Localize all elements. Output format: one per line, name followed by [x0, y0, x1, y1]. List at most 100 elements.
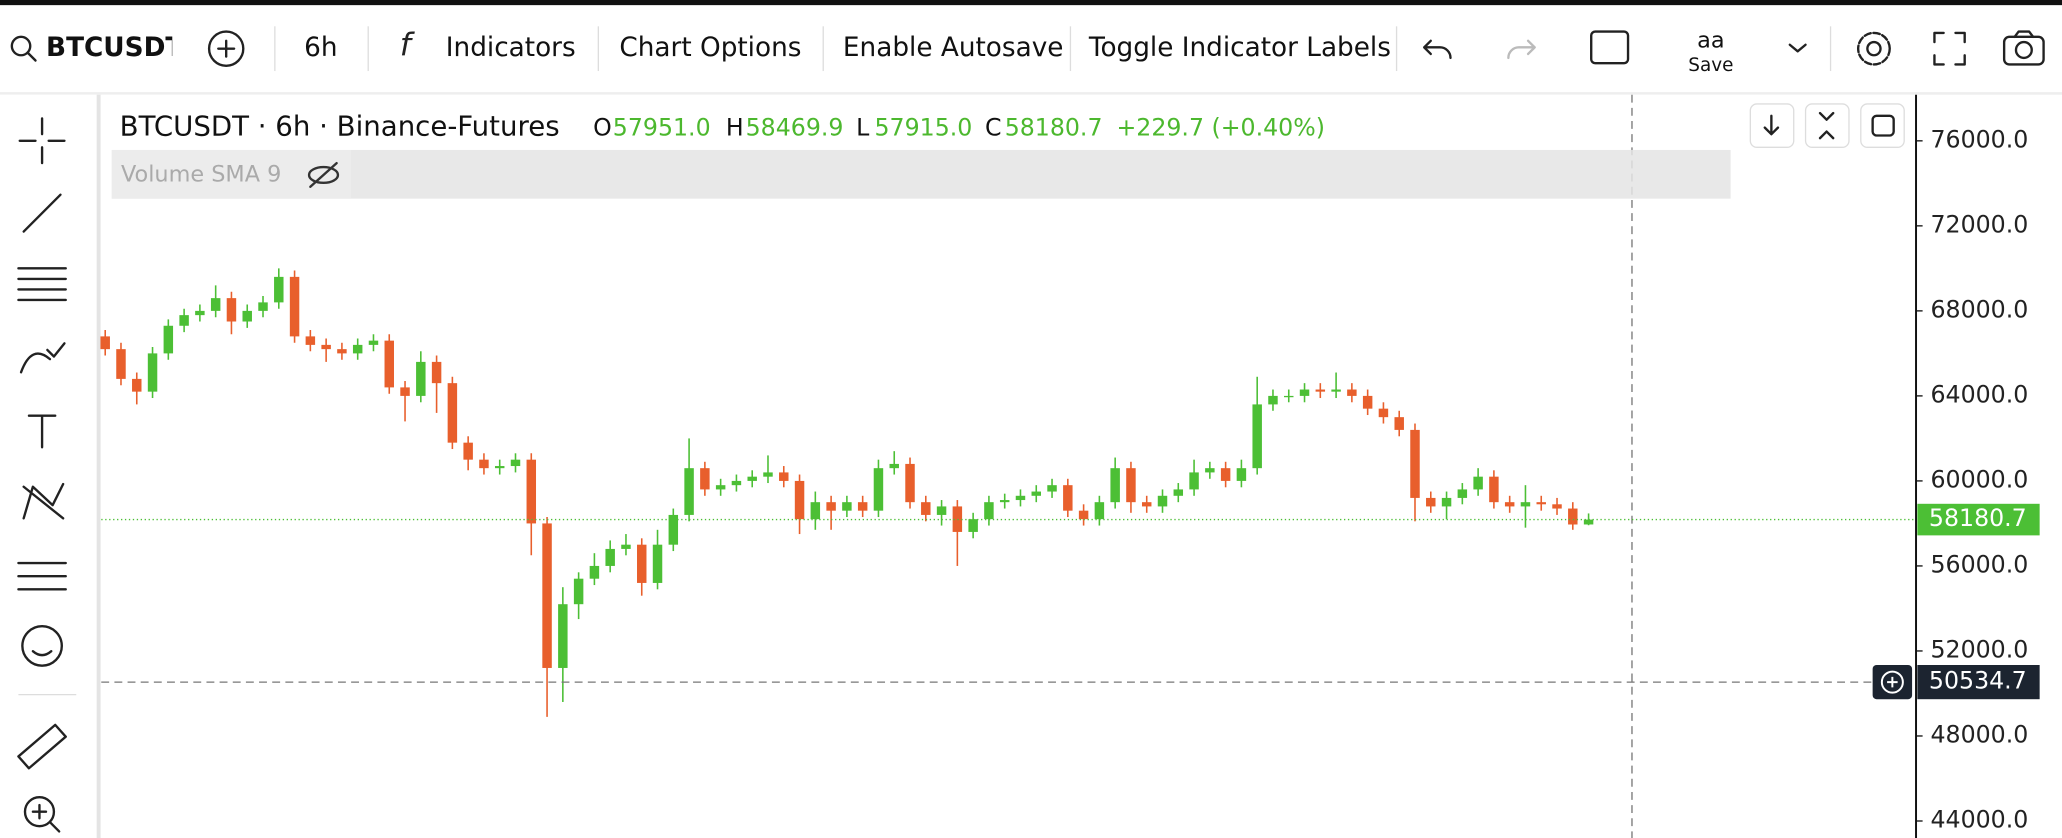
side-panel — [0, 94, 98, 838]
candle-body — [1457, 489, 1468, 498]
candle-body — [1236, 468, 1247, 481]
autosave-button[interactable]: Enable Autosave — [843, 33, 1064, 63]
candle-body — [573, 578, 584, 605]
fullscreen-button[interactable] — [1933, 31, 1966, 66]
candle-body — [731, 480, 742, 486]
ohlc-label: L — [856, 113, 870, 141]
compare-button[interactable] — [207, 30, 245, 67]
fib-tool[interactable] — [17, 267, 67, 302]
candle-body — [1126, 468, 1136, 503]
ohlc-value: 58180.7 — [1005, 113, 1103, 141]
crosshair-label: 50534.7 — [1929, 667, 2027, 695]
candle-body — [384, 340, 394, 388]
save-button[interactable]: Save — [1688, 55, 1733, 76]
indicator-visibility[interactable] — [307, 161, 340, 188]
candle-body — [337, 349, 347, 354]
candle-body — [605, 548, 615, 566]
layout-button[interactable] — [1590, 30, 1630, 65]
candle-body — [1410, 429, 1420, 498]
candle-body — [668, 514, 679, 545]
crosshair-add-plus — [1887, 676, 1898, 688]
candle-body — [1473, 476, 1483, 490]
redo-button[interactable] — [1507, 39, 1536, 60]
candle-body — [1536, 502, 1546, 505]
pattern-tool[interactable] — [22, 482, 65, 520]
crosshair-tag — [1917, 665, 2040, 700]
candle-body — [1441, 497, 1452, 507]
candle-body — [416, 361, 426, 396]
trendline-tool[interactable] — [22, 193, 62, 233]
y-tick-label: 44000.0 — [1930, 805, 2028, 833]
candle-body — [936, 506, 947, 515]
candle-body — [1205, 468, 1215, 473]
candle-body — [1189, 472, 1199, 490]
candle-body — [494, 466, 505, 469]
candle-body — [510, 459, 521, 467]
candle-body — [747, 476, 757, 481]
candle-body — [700, 468, 710, 490]
emoji-tool[interactable] — [21, 625, 63, 667]
candle-body — [889, 463, 899, 469]
layout-label[interactable]: aa — [1697, 27, 1724, 53]
candle-body — [1220, 468, 1231, 481]
candle-body — [226, 298, 237, 322]
ohlc-legend: O 57951.0 H 58469.9 L 57915.0 C 58180.7 … — [593, 113, 1325, 141]
chart-options-button[interactable]: Chart Options — [619, 33, 801, 63]
candle-body — [810, 502, 821, 520]
text-tool[interactable] — [27, 414, 57, 449]
candle-body — [1426, 497, 1436, 507]
settings-button[interactable] — [1856, 31, 1891, 66]
candle-body — [100, 336, 110, 350]
candle-body — [715, 485, 726, 490]
candle-body — [794, 480, 805, 520]
candle-body — [1504, 502, 1515, 507]
candle-body — [826, 502, 836, 511]
candle-body — [684, 468, 694, 515]
toggle-labels-button[interactable]: Toggle Indicator Labels — [1088, 33, 1391, 63]
symbol-search[interactable]: BTCUSDT — [10, 33, 184, 63]
pane-collapse[interactable] — [1804, 103, 1850, 148]
indicators-button[interactable]: Indicators — [446, 33, 576, 63]
measure-tool[interactable] — [17, 723, 67, 770]
screenshot-button[interactable] — [2002, 30, 2045, 66]
zoom-tool[interactable] — [23, 796, 61, 833]
candle-body — [1299, 389, 1310, 396]
crosshair-tool[interactable] — [18, 117, 66, 165]
candle-body — [179, 315, 189, 326]
candle-body — [1015, 495, 1026, 501]
prediction-tool[interactable] — [17, 561, 67, 591]
candle-body — [431, 361, 442, 384]
candle-body — [163, 325, 174, 354]
candle-body — [1031, 491, 1041, 496]
undo-button[interactable] — [1423, 39, 1452, 60]
candle-body — [558, 604, 568, 668]
pane-controls — [1749, 103, 1905, 148]
save-menu[interactable] — [1788, 43, 1807, 53]
ohlc-value: 58469.9 — [746, 113, 844, 141]
candle-body — [463, 442, 473, 460]
candle-body — [1157, 495, 1168, 507]
top-border — [0, 0, 2062, 6]
candle-body — [652, 544, 663, 583]
interval[interactable]: 6h — [304, 33, 337, 63]
chart-area: 76000.0 72000.0 68000.0 64000.0 60000.0 56000… — [100, 94, 2040, 838]
symbol[interactable]: BTCUSDT — [46, 33, 183, 63]
candle-body — [1489, 476, 1499, 503]
y-tick-label: 72000.0 — [1930, 210, 2028, 238]
candle-body — [999, 500, 1010, 503]
price-change: +229.7 (+0.40%) — [1116, 113, 1324, 141]
indicator-label[interactable]: Volume SMA 9 — [121, 161, 281, 187]
ohlc-value: 57915.0 — [875, 113, 973, 141]
brush-tool[interactable] — [19, 342, 66, 374]
candle-body — [1315, 389, 1326, 392]
candle-body — [1078, 510, 1089, 520]
candle-body — [1252, 404, 1262, 469]
y-tick-label: 68000.0 — [1930, 295, 2028, 323]
candle-body — [542, 523, 552, 668]
indicator-label-box — [111, 149, 352, 199]
candle-body — [1047, 485, 1057, 492]
pane-maximize[interactable] — [1860, 103, 1905, 148]
candle-body — [1141, 502, 1152, 507]
